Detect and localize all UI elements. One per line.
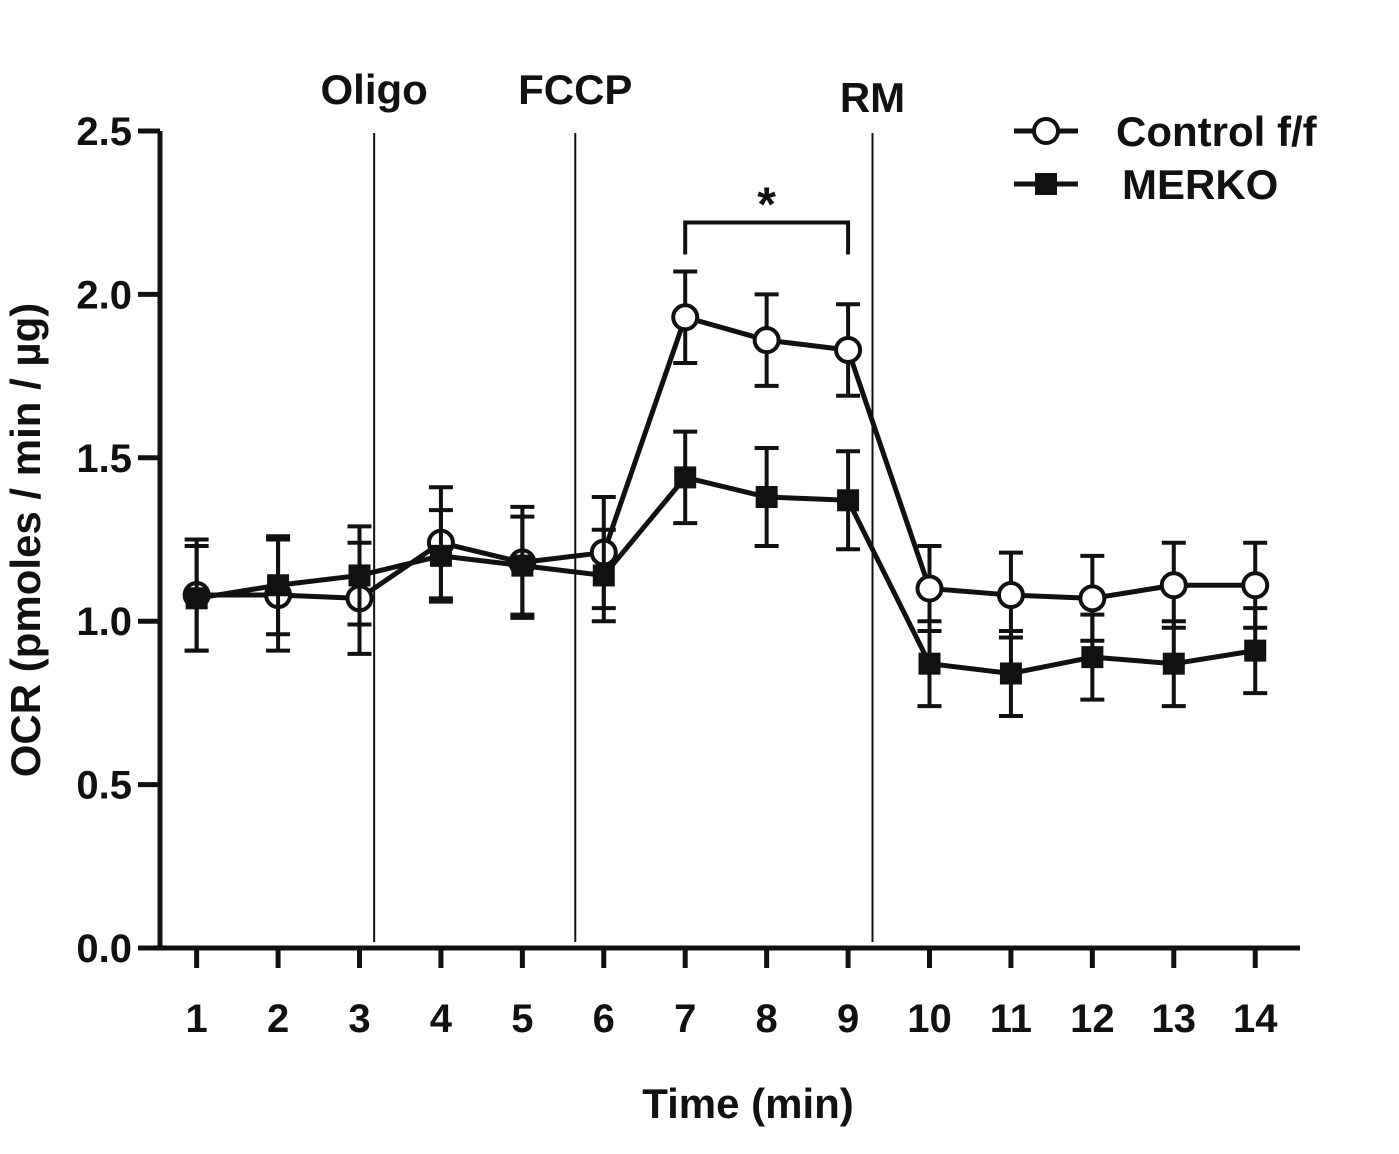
series-line	[196, 474, 1256, 676]
y-tick-label: 1.5	[76, 437, 132, 481]
x-tick-label: 10	[907, 997, 952, 1041]
data-series	[182, 269, 1270, 718]
data-point	[1159, 571, 1188, 600]
legend: Control f/f MERKO	[1014, 108, 1318, 208]
data-point	[915, 574, 944, 603]
y-tick-label: 0.0	[76, 927, 132, 971]
treatment-markers: Oligo FCCP RM	[320, 66, 905, 942]
treatment-label: Oligo	[320, 66, 427, 113]
legend-item-merko: MERKO	[1014, 161, 1278, 208]
legend-item-control: Control f/f	[1014, 108, 1318, 155]
x-tick-label: 1	[186, 997, 208, 1041]
data-point	[511, 554, 534, 577]
x-tick-label: 7	[674, 997, 696, 1041]
y-tick-label: 1.0	[76, 600, 132, 644]
data-point	[837, 489, 860, 512]
x-axis-title: Time (min)	[642, 1080, 854, 1127]
tick-labels: 0.00.51.01.52.02.51 2 3 4 5 6 7 8 9 10 11 12 13 14	[76, 110, 1278, 1041]
x-tick-label: 13	[1152, 997, 1197, 1041]
significance-bracket	[683, 220, 851, 255]
legend-label-merko: MERKO	[1122, 161, 1278, 208]
x-tick-label: 2	[267, 997, 289, 1041]
x-tick-label: 4	[430, 997, 453, 1041]
significance-annotation: *	[683, 179, 851, 255]
data-point	[1078, 584, 1107, 613]
y-tick-label: 0.5	[76, 764, 132, 808]
data-point	[1081, 646, 1104, 669]
y-axis-title: OCR (pmoles / min / µg)	[2, 303, 49, 778]
x-tick-label: 8	[756, 997, 778, 1041]
treatment-label: FCCP	[518, 66, 632, 113]
legend-filled-square-icon	[1035, 173, 1057, 195]
x-tick-label: 12	[1070, 997, 1115, 1041]
data-point	[918, 652, 941, 675]
data-point	[267, 574, 290, 597]
x-tick-label: 14	[1233, 997, 1278, 1041]
data-point	[1244, 639, 1267, 662]
data-point	[1162, 652, 1185, 675]
series-merko	[184, 429, 1268, 718]
data-point	[1241, 571, 1270, 600]
data-point	[429, 544, 452, 567]
data-point	[752, 326, 781, 355]
data-point	[348, 564, 371, 587]
significance-label: *	[757, 179, 776, 232]
legend-label-control: Control f/f	[1116, 108, 1318, 155]
x-tick-label: 11	[990, 997, 1032, 1041]
y-tick-label: 2.5	[76, 110, 132, 154]
data-point	[674, 466, 697, 489]
data-point	[671, 303, 700, 332]
y-tick-label: 2.0	[76, 273, 132, 317]
x-tick-label: 3	[348, 997, 370, 1041]
series-control	[182, 269, 1270, 656]
x-tick-label: 6	[593, 997, 615, 1041]
data-point	[185, 587, 208, 610]
data-point	[592, 564, 615, 587]
data-point	[834, 335, 863, 364]
axes	[138, 128, 1300, 968]
data-point	[999, 662, 1022, 685]
x-tick-label: 9	[837, 997, 859, 1041]
x-tick-label: 5	[511, 997, 533, 1041]
data-point	[996, 581, 1025, 610]
legend-open-circle-icon	[1032, 117, 1060, 145]
data-point	[755, 486, 778, 509]
treatment-label: RM	[840, 74, 905, 121]
